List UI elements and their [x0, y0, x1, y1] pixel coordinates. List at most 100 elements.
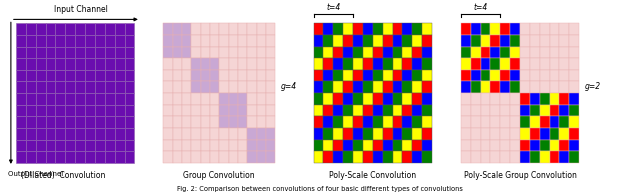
- Bar: [16, 58, 26, 70]
- Bar: [363, 116, 373, 128]
- Bar: [500, 151, 510, 163]
- Bar: [115, 70, 125, 81]
- Bar: [353, 23, 363, 35]
- Bar: [422, 116, 432, 128]
- Bar: [490, 93, 500, 105]
- Bar: [26, 128, 36, 140]
- Bar: [570, 93, 579, 105]
- Bar: [470, 35, 481, 47]
- Bar: [372, 81, 383, 93]
- Bar: [163, 151, 173, 163]
- Bar: [333, 128, 343, 140]
- Bar: [95, 128, 105, 140]
- Bar: [105, 58, 115, 70]
- Bar: [65, 151, 76, 163]
- Bar: [343, 58, 353, 70]
- Bar: [333, 140, 343, 151]
- Bar: [191, 47, 200, 58]
- Bar: [173, 93, 182, 105]
- Bar: [412, 58, 422, 70]
- Bar: [530, 140, 540, 151]
- Bar: [422, 23, 432, 35]
- Bar: [372, 151, 383, 163]
- Bar: [372, 35, 383, 47]
- Bar: [550, 151, 559, 163]
- Bar: [481, 93, 490, 105]
- Bar: [76, 151, 85, 163]
- Bar: [500, 70, 510, 81]
- Bar: [173, 70, 182, 81]
- Bar: [16, 128, 26, 140]
- Bar: [210, 47, 219, 58]
- Bar: [412, 151, 422, 163]
- Bar: [372, 128, 383, 140]
- Bar: [392, 151, 403, 163]
- Bar: [481, 58, 490, 70]
- Bar: [323, 105, 333, 116]
- Bar: [520, 116, 530, 128]
- Bar: [125, 81, 134, 93]
- Bar: [266, 116, 275, 128]
- Bar: [95, 105, 105, 116]
- Bar: [85, 70, 95, 81]
- Bar: [247, 35, 257, 47]
- Bar: [65, 23, 76, 35]
- Bar: [200, 116, 210, 128]
- Bar: [481, 81, 490, 93]
- Bar: [125, 140, 134, 151]
- Bar: [559, 93, 570, 105]
- Bar: [191, 151, 200, 163]
- Bar: [182, 116, 191, 128]
- Bar: [210, 140, 219, 151]
- Bar: [353, 128, 363, 140]
- Bar: [115, 23, 125, 35]
- Bar: [412, 116, 422, 128]
- Bar: [383, 70, 392, 81]
- Bar: [105, 35, 115, 47]
- Bar: [500, 23, 510, 35]
- Text: g=2: g=2: [584, 82, 600, 91]
- Bar: [540, 58, 550, 70]
- Bar: [314, 105, 323, 116]
- Bar: [125, 151, 134, 163]
- Bar: [530, 81, 540, 93]
- Bar: [353, 105, 363, 116]
- Bar: [481, 23, 490, 35]
- Bar: [163, 47, 173, 58]
- Bar: [520, 151, 530, 163]
- Bar: [219, 128, 228, 140]
- Bar: [403, 70, 412, 81]
- Bar: [333, 23, 343, 35]
- Bar: [257, 81, 266, 93]
- Bar: [383, 93, 392, 105]
- Bar: [470, 105, 481, 116]
- Bar: [422, 81, 432, 93]
- Bar: [540, 151, 550, 163]
- Bar: [16, 140, 26, 151]
- Bar: [228, 93, 238, 105]
- Bar: [461, 35, 470, 47]
- Text: Group Convolution: Group Convolution: [184, 171, 255, 180]
- Bar: [363, 93, 373, 105]
- Bar: [559, 58, 570, 70]
- Bar: [363, 128, 373, 140]
- Bar: [210, 81, 219, 93]
- Bar: [490, 70, 500, 81]
- Bar: [238, 151, 247, 163]
- Bar: [422, 47, 432, 58]
- Bar: [16, 105, 26, 116]
- Bar: [173, 23, 182, 35]
- Bar: [115, 81, 125, 93]
- Bar: [403, 93, 412, 105]
- Text: Fig. 2: Comparison between convolutions of four basic different types of convolu: Fig. 2: Comparison between convolutions …: [177, 186, 463, 192]
- Bar: [530, 105, 540, 116]
- Bar: [247, 105, 257, 116]
- Bar: [247, 116, 257, 128]
- Bar: [76, 23, 85, 35]
- Bar: [403, 81, 412, 93]
- Bar: [333, 81, 343, 93]
- Bar: [333, 58, 343, 70]
- Bar: [16, 23, 26, 35]
- Bar: [95, 93, 105, 105]
- Bar: [115, 35, 125, 47]
